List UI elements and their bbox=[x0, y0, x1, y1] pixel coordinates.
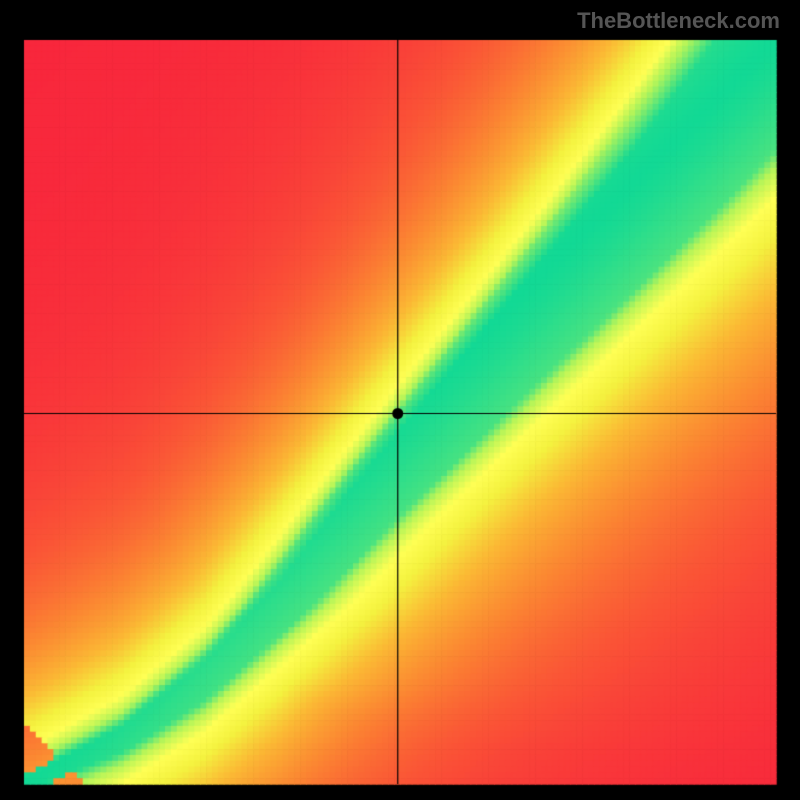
heatmap-chart bbox=[0, 0, 800, 800]
watermark-text: TheBottleneck.com bbox=[577, 8, 780, 34]
